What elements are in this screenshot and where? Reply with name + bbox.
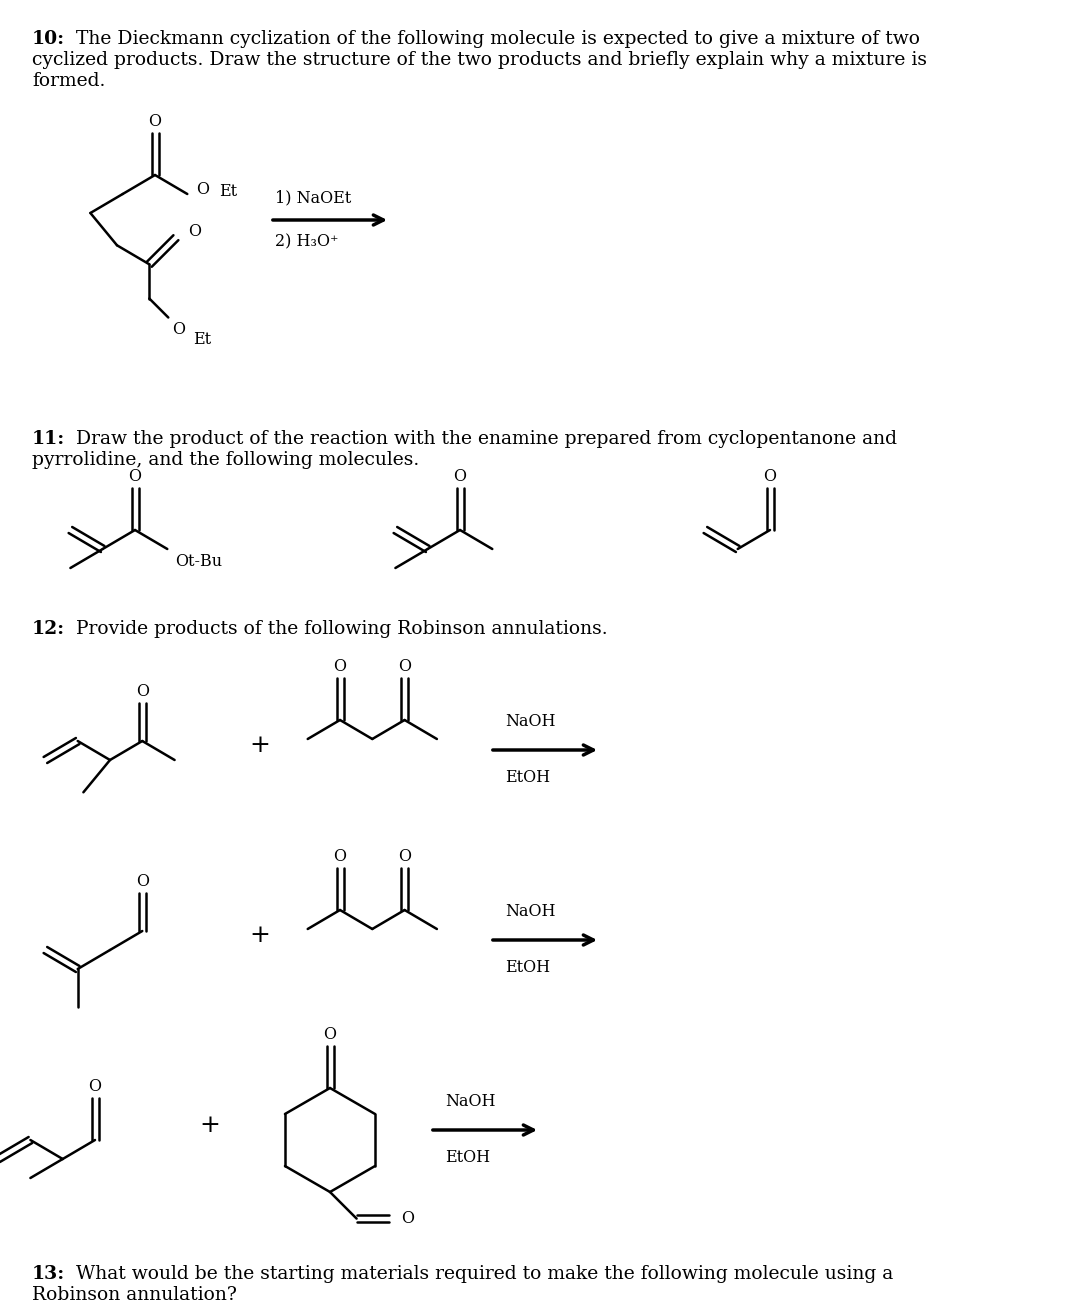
Text: What would be the starting materials required to make the following molecule usi: What would be the starting materials req… bbox=[70, 1265, 893, 1283]
Text: +: + bbox=[249, 924, 270, 946]
Text: O: O bbox=[401, 1210, 414, 1227]
Text: O: O bbox=[764, 467, 777, 484]
Text: O: O bbox=[399, 848, 411, 865]
Text: Ot-Bu: Ot-Bu bbox=[175, 552, 222, 569]
Text: O: O bbox=[89, 1077, 102, 1094]
Text: O: O bbox=[454, 467, 467, 484]
Text: Et: Et bbox=[219, 182, 238, 199]
Text: O: O bbox=[136, 682, 149, 699]
Text: cyclized products. Draw the structure of the two products and briefly explain wh: cyclized products. Draw the structure of… bbox=[32, 51, 927, 70]
Text: +: + bbox=[200, 1114, 220, 1136]
Text: Draw the product of the reaction with the enamine prepared from cyclopentanone a: Draw the product of the reaction with th… bbox=[70, 430, 897, 447]
Text: O: O bbox=[334, 657, 347, 674]
Text: O: O bbox=[324, 1026, 337, 1043]
Text: O: O bbox=[188, 223, 201, 240]
Text: 13:: 13: bbox=[32, 1265, 65, 1283]
Text: O: O bbox=[173, 320, 186, 337]
Text: 12:: 12: bbox=[32, 621, 65, 638]
Text: 11:: 11: bbox=[32, 430, 65, 447]
Text: Robinson annulation?: Robinson annulation? bbox=[32, 1286, 237, 1304]
Text: O: O bbox=[334, 848, 347, 865]
Text: NaOH: NaOH bbox=[445, 1093, 496, 1110]
Text: O: O bbox=[129, 467, 141, 484]
Text: EtOH: EtOH bbox=[505, 770, 550, 786]
Text: Et: Et bbox=[193, 332, 212, 349]
Text: The Dieckmann cyclization of the following molecule is expected to give a mixtur: The Dieckmann cyclization of the followi… bbox=[70, 30, 920, 49]
Text: NaOH: NaOH bbox=[505, 904, 555, 921]
Text: pyrrolidine, and the following molecules.: pyrrolidine, and the following molecules… bbox=[32, 451, 419, 468]
Text: O: O bbox=[136, 872, 149, 890]
Text: 10:: 10: bbox=[32, 30, 65, 49]
Text: NaOH: NaOH bbox=[505, 714, 555, 731]
Text: O: O bbox=[197, 181, 210, 198]
Text: 1) NaOEt: 1) NaOEt bbox=[275, 189, 351, 206]
Text: 2) H₃O⁺: 2) H₃O⁺ bbox=[275, 234, 338, 251]
Text: O: O bbox=[399, 657, 411, 674]
Text: formed.: formed. bbox=[32, 72, 106, 89]
Text: O: O bbox=[149, 113, 162, 130]
Text: EtOH: EtOH bbox=[505, 959, 550, 976]
Text: Provide products of the following Robinson annulations.: Provide products of the following Robins… bbox=[70, 621, 608, 638]
Text: EtOH: EtOH bbox=[445, 1149, 490, 1166]
Text: +: + bbox=[249, 733, 270, 757]
